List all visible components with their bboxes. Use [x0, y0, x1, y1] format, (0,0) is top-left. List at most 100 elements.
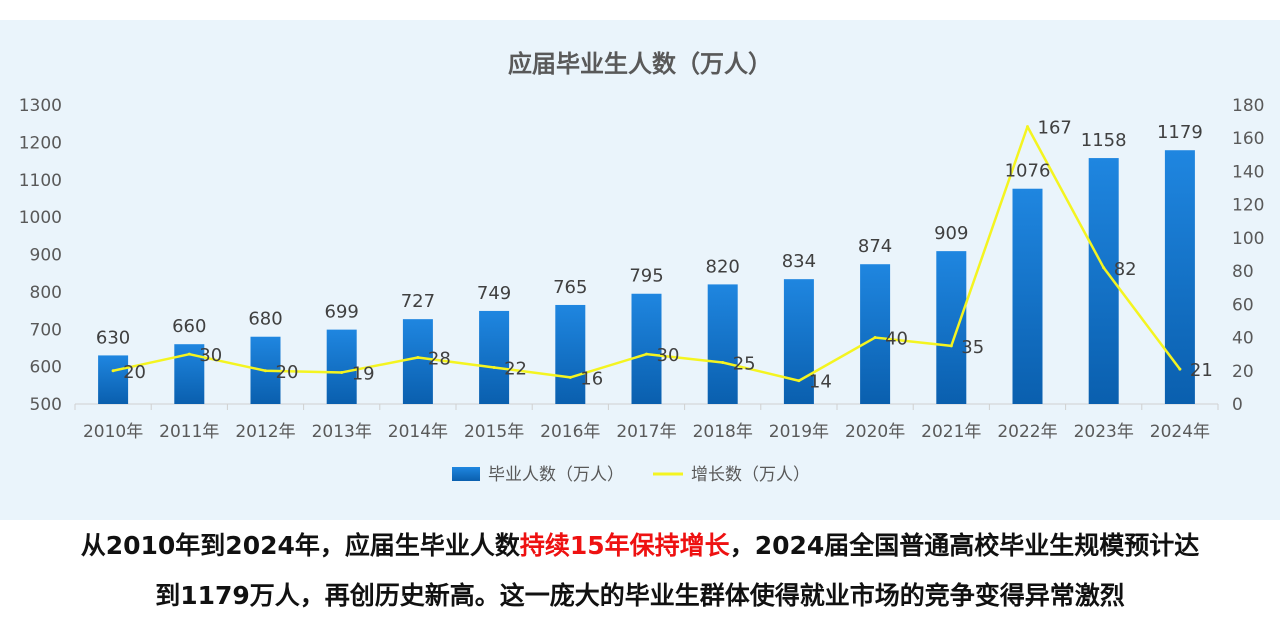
x-tick-label: 2019年 [769, 422, 829, 442]
y-left-tick-label: 700 [30, 320, 62, 340]
x-tick-label: 2012年 [235, 422, 295, 442]
bar [707, 284, 738, 404]
legend-swatch-bar [452, 467, 480, 481]
x-tick-label: 2013年 [312, 422, 372, 442]
growth-point [264, 369, 267, 373]
x-tick-label: 2022年 [997, 422, 1057, 442]
growth-value-label: 22 [504, 358, 527, 379]
y-right-tick-label: 40 [1232, 329, 1254, 349]
x-tick-label: 2015年 [464, 422, 524, 442]
growth-point [797, 379, 801, 383]
caption-text-1b: ，2024届全国普通高校毕业生规模预计达 [729, 531, 1200, 560]
growth-value-label: 25 [733, 353, 756, 374]
y-right-tick-label: 120 [1232, 196, 1264, 216]
bar [402, 319, 433, 404]
growth-value-label: 30 [199, 345, 222, 366]
legend-label-bar: 毕业人数（万人） [488, 465, 624, 485]
growth-point [1102, 266, 1106, 270]
x-tick-label: 2010年 [83, 422, 143, 442]
y-right-tick-label: 180 [1232, 96, 1264, 116]
bar-value-label: 765 [553, 277, 587, 298]
y-right-tick-label: 140 [1232, 162, 1264, 182]
growth-point [416, 355, 420, 359]
growth-value-label: 20 [276, 362, 299, 383]
caption-text-1a: 从2010年到2024年，应届生毕业人数 [80, 531, 520, 560]
bar [1164, 150, 1195, 404]
y-right-tick-label: 20 [1232, 362, 1254, 382]
growth-point [721, 360, 725, 364]
growth-point [645, 352, 648, 356]
bar [783, 279, 814, 404]
x-tick-label: 2014年 [388, 422, 448, 442]
bar [936, 251, 967, 404]
growth-value-label: 167 [1038, 118, 1072, 139]
caption-line-2: 到1179万人，再创历史新高。这一庞大的毕业生群体使得就业市场的竞争变得异常激烈 [0, 576, 1280, 612]
growth-point [949, 344, 953, 348]
bar-value-label: 795 [629, 266, 663, 287]
y-left-tick-label: 800 [30, 283, 62, 303]
growth-value-label: 14 [809, 372, 832, 393]
growth-point [568, 375, 572, 379]
growth-point [492, 365, 496, 369]
growth-value-label: 20 [123, 362, 146, 383]
x-tick-label: 2023年 [1074, 422, 1134, 442]
growth-point [187, 352, 191, 356]
bar-value-label: 630 [96, 327, 130, 348]
bar [98, 355, 129, 404]
bar-value-label: 699 [325, 302, 359, 323]
y-left-tick-label: 500 [30, 395, 62, 415]
bar-value-label: 660 [172, 316, 206, 337]
growth-value-label: 40 [885, 329, 908, 350]
x-tick-label: 2011年 [159, 422, 219, 442]
growth-value-label: 28 [428, 348, 451, 369]
growth-point [1026, 125, 1029, 129]
growth-point [873, 336, 877, 340]
y-right-tick-label: 160 [1232, 129, 1264, 149]
y-right-tick-label: 100 [1232, 229, 1264, 249]
bar [326, 329, 357, 404]
bar [631, 293, 662, 404]
y-left-tick-label: 1100 [19, 171, 62, 191]
chart-title: 应届毕业生人数（万人） [508, 50, 772, 78]
growth-point [111, 369, 115, 373]
bar-value-label: 834 [782, 251, 816, 272]
caption-line-1: 从2010年到2024年，应届生毕业人数持续15年保持增长，2024届全国普通高… [0, 526, 1280, 562]
bar-value-label: 1076 [1005, 161, 1051, 182]
bar [479, 310, 510, 404]
bar [860, 264, 891, 404]
growth-value-label: 82 [1114, 259, 1137, 280]
bar-value-label: 1158 [1081, 130, 1127, 151]
x-tick-label: 2020年 [845, 422, 905, 442]
chart: 应届毕业生人数（万人） 2010年 2011年 2012年 2013年 2014年 201… [19, 50, 1265, 485]
growth-value-label: 35 [961, 337, 984, 358]
growth-point [340, 370, 344, 374]
x-tick-label: 2016年 [540, 422, 600, 442]
bar [1012, 188, 1043, 404]
bar-value-label: 680 [248, 309, 282, 330]
caption-text-2: 到1179万人，再创历史新高。这一庞大的毕业生群体使得就业市场的竞争变得异常激烈 [155, 581, 1125, 610]
y-left-tick-label: 600 [30, 358, 62, 378]
x-tick-label: 2021年 [921, 422, 981, 442]
bar-value-label: 909 [934, 223, 968, 244]
y-left-tick-label: 900 [30, 246, 62, 266]
bar-value-label: 749 [477, 283, 511, 304]
x-tick-label: 2018年 [693, 422, 753, 442]
x-tick-label: 2024年 [1150, 422, 1210, 442]
y-left-tick-label: 1000 [19, 208, 62, 228]
bar-value-label: 820 [706, 256, 740, 277]
legend-label-line: 增长数（万人） [691, 465, 810, 485]
growth-point [1178, 367, 1182, 371]
bar [555, 304, 586, 404]
growth-value-label: 30 [657, 345, 680, 366]
growth-value-label: 16 [580, 368, 603, 389]
bar-value-label: 874 [858, 236, 892, 257]
chart-panel [0, 20, 1280, 520]
y-right-tick-label: 0 [1232, 395, 1243, 415]
y-right-tick-label: 80 [1232, 262, 1254, 282]
y-right-tick-label: 60 [1232, 295, 1254, 315]
y-left-tick-label: 1200 [19, 133, 62, 153]
growth-value-label: 21 [1190, 360, 1213, 381]
bar-value-label: 1179 [1157, 122, 1203, 143]
caption-highlight: 持续15年保持增长 [519, 531, 730, 560]
legend: 毕业人数（万人） 增长数（万人） [452, 465, 810, 485]
